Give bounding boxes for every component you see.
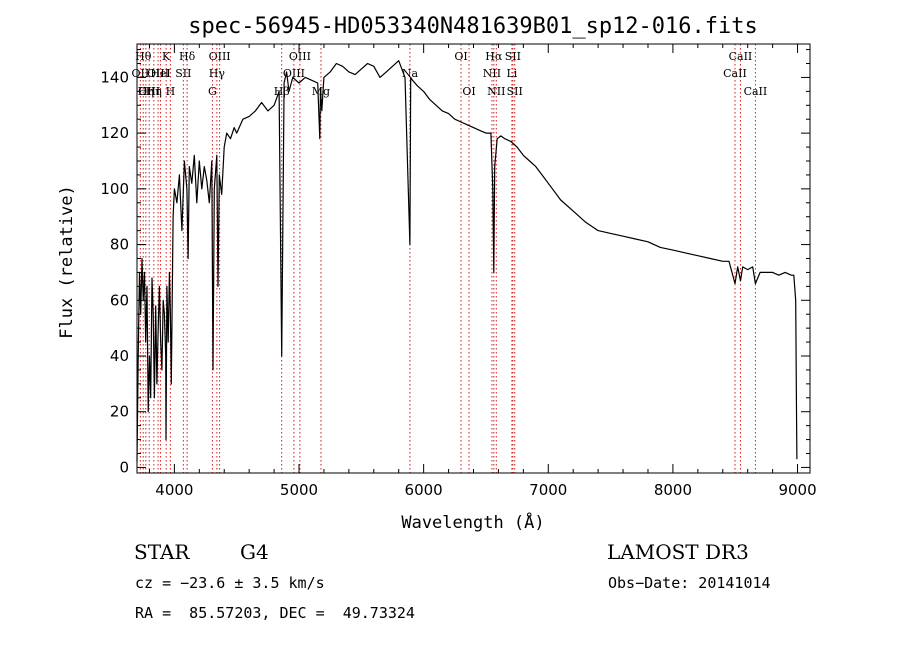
spectral-line-label: OI — [462, 85, 475, 98]
spectral-line-label: OI — [454, 50, 467, 63]
y-tick-label: 120 — [100, 124, 129, 142]
y-tick-label: 80 — [110, 236, 129, 254]
x-tick-label: 4000 — [155, 481, 193, 499]
observation-date: Obs−Date: 20141014 — [608, 574, 771, 592]
x-tick-label: 7000 — [529, 481, 567, 499]
x-tick-label: 9000 — [778, 481, 816, 499]
y-axis-ticks: 0 20 40 60 80 100 120 140 — [100, 49, 810, 476]
spectral-line-label: Hη — [138, 85, 154, 98]
spectral-line-label: Hα — [485, 50, 503, 63]
spectral-line-label: SII — [507, 85, 523, 98]
spectral-line-label: Hγ — [209, 67, 226, 80]
x-tick-label: 5000 — [280, 481, 318, 499]
y-tick-label: 40 — [110, 347, 129, 365]
spectral-line-label: CaII — [744, 85, 768, 98]
x-axis-label: Wavelength (Å) — [401, 511, 544, 533]
spectral-line-labels: OIIHθHηOIIIHηOIIIHeIKHSIIHδGHγOIIIHβOIII… — [132, 50, 768, 98]
x-axis-ticks: 4000 5000 6000 7000 8000 9000 — [148, 44, 817, 499]
object-subclass: G4 — [240, 540, 269, 564]
spectral-line-label: Na — [402, 67, 419, 80]
x-tick-label: 6000 — [405, 481, 443, 499]
spectral-line-label: NII — [483, 67, 501, 80]
spectral-line-label: SII — [505, 50, 521, 63]
spectral-line-label: OII — [132, 67, 150, 80]
y-tick-label: 60 — [110, 291, 129, 309]
spectral-line-label: Hβ — [274, 85, 290, 98]
survey-name: LAMOST DR3 — [607, 540, 749, 564]
spectral-line-markers — [139, 44, 756, 473]
spectrum-series-line — [136, 60, 798, 462]
spectral-line-label: Li — [506, 67, 517, 80]
spectral-line-label: HeI — [150, 67, 170, 80]
spectral-line-label: OIII — [209, 50, 231, 63]
y-tick-label: 0 — [119, 458, 129, 476]
spectral-line-label: NII — [487, 85, 505, 98]
y-tick-label: 100 — [100, 180, 129, 198]
spectral-line-label: SII — [175, 67, 191, 80]
y-tick-label: 140 — [100, 68, 129, 86]
spectral-line-label: OIII — [138, 85, 160, 98]
coordinates: RA = 85.57203, DEC = 49.73324 — [135, 604, 415, 622]
spectral-line-label: OIII — [289, 50, 311, 63]
spectral-line-label: Hδ — [179, 50, 196, 63]
spectral-line-label: OIII — [147, 67, 169, 80]
spectral-line-label: CaII — [723, 67, 747, 80]
spectral-line-label: K — [162, 50, 171, 63]
spectral-line-label: Hη — [146, 85, 162, 98]
y-axis-label: Flux (relative) — [57, 185, 77, 339]
object-class: STAR — [134, 540, 190, 564]
y-tick-label: 20 — [110, 403, 129, 421]
spectral-line-label: Hθ — [135, 50, 152, 63]
redshift-cz: cz = −23.6 ± 3.5 km/s — [135, 574, 325, 592]
chart-title: spec-56945-HD053340N481639B01_sp12-016.f… — [188, 14, 758, 39]
x-tick-label: 8000 — [654, 481, 692, 499]
spectral-line-label: H — [166, 85, 176, 98]
spectral-line-label: CaII — [729, 50, 753, 63]
spectral-line-label: OIII — [283, 67, 305, 80]
spectral-line-label: G — [208, 85, 217, 98]
